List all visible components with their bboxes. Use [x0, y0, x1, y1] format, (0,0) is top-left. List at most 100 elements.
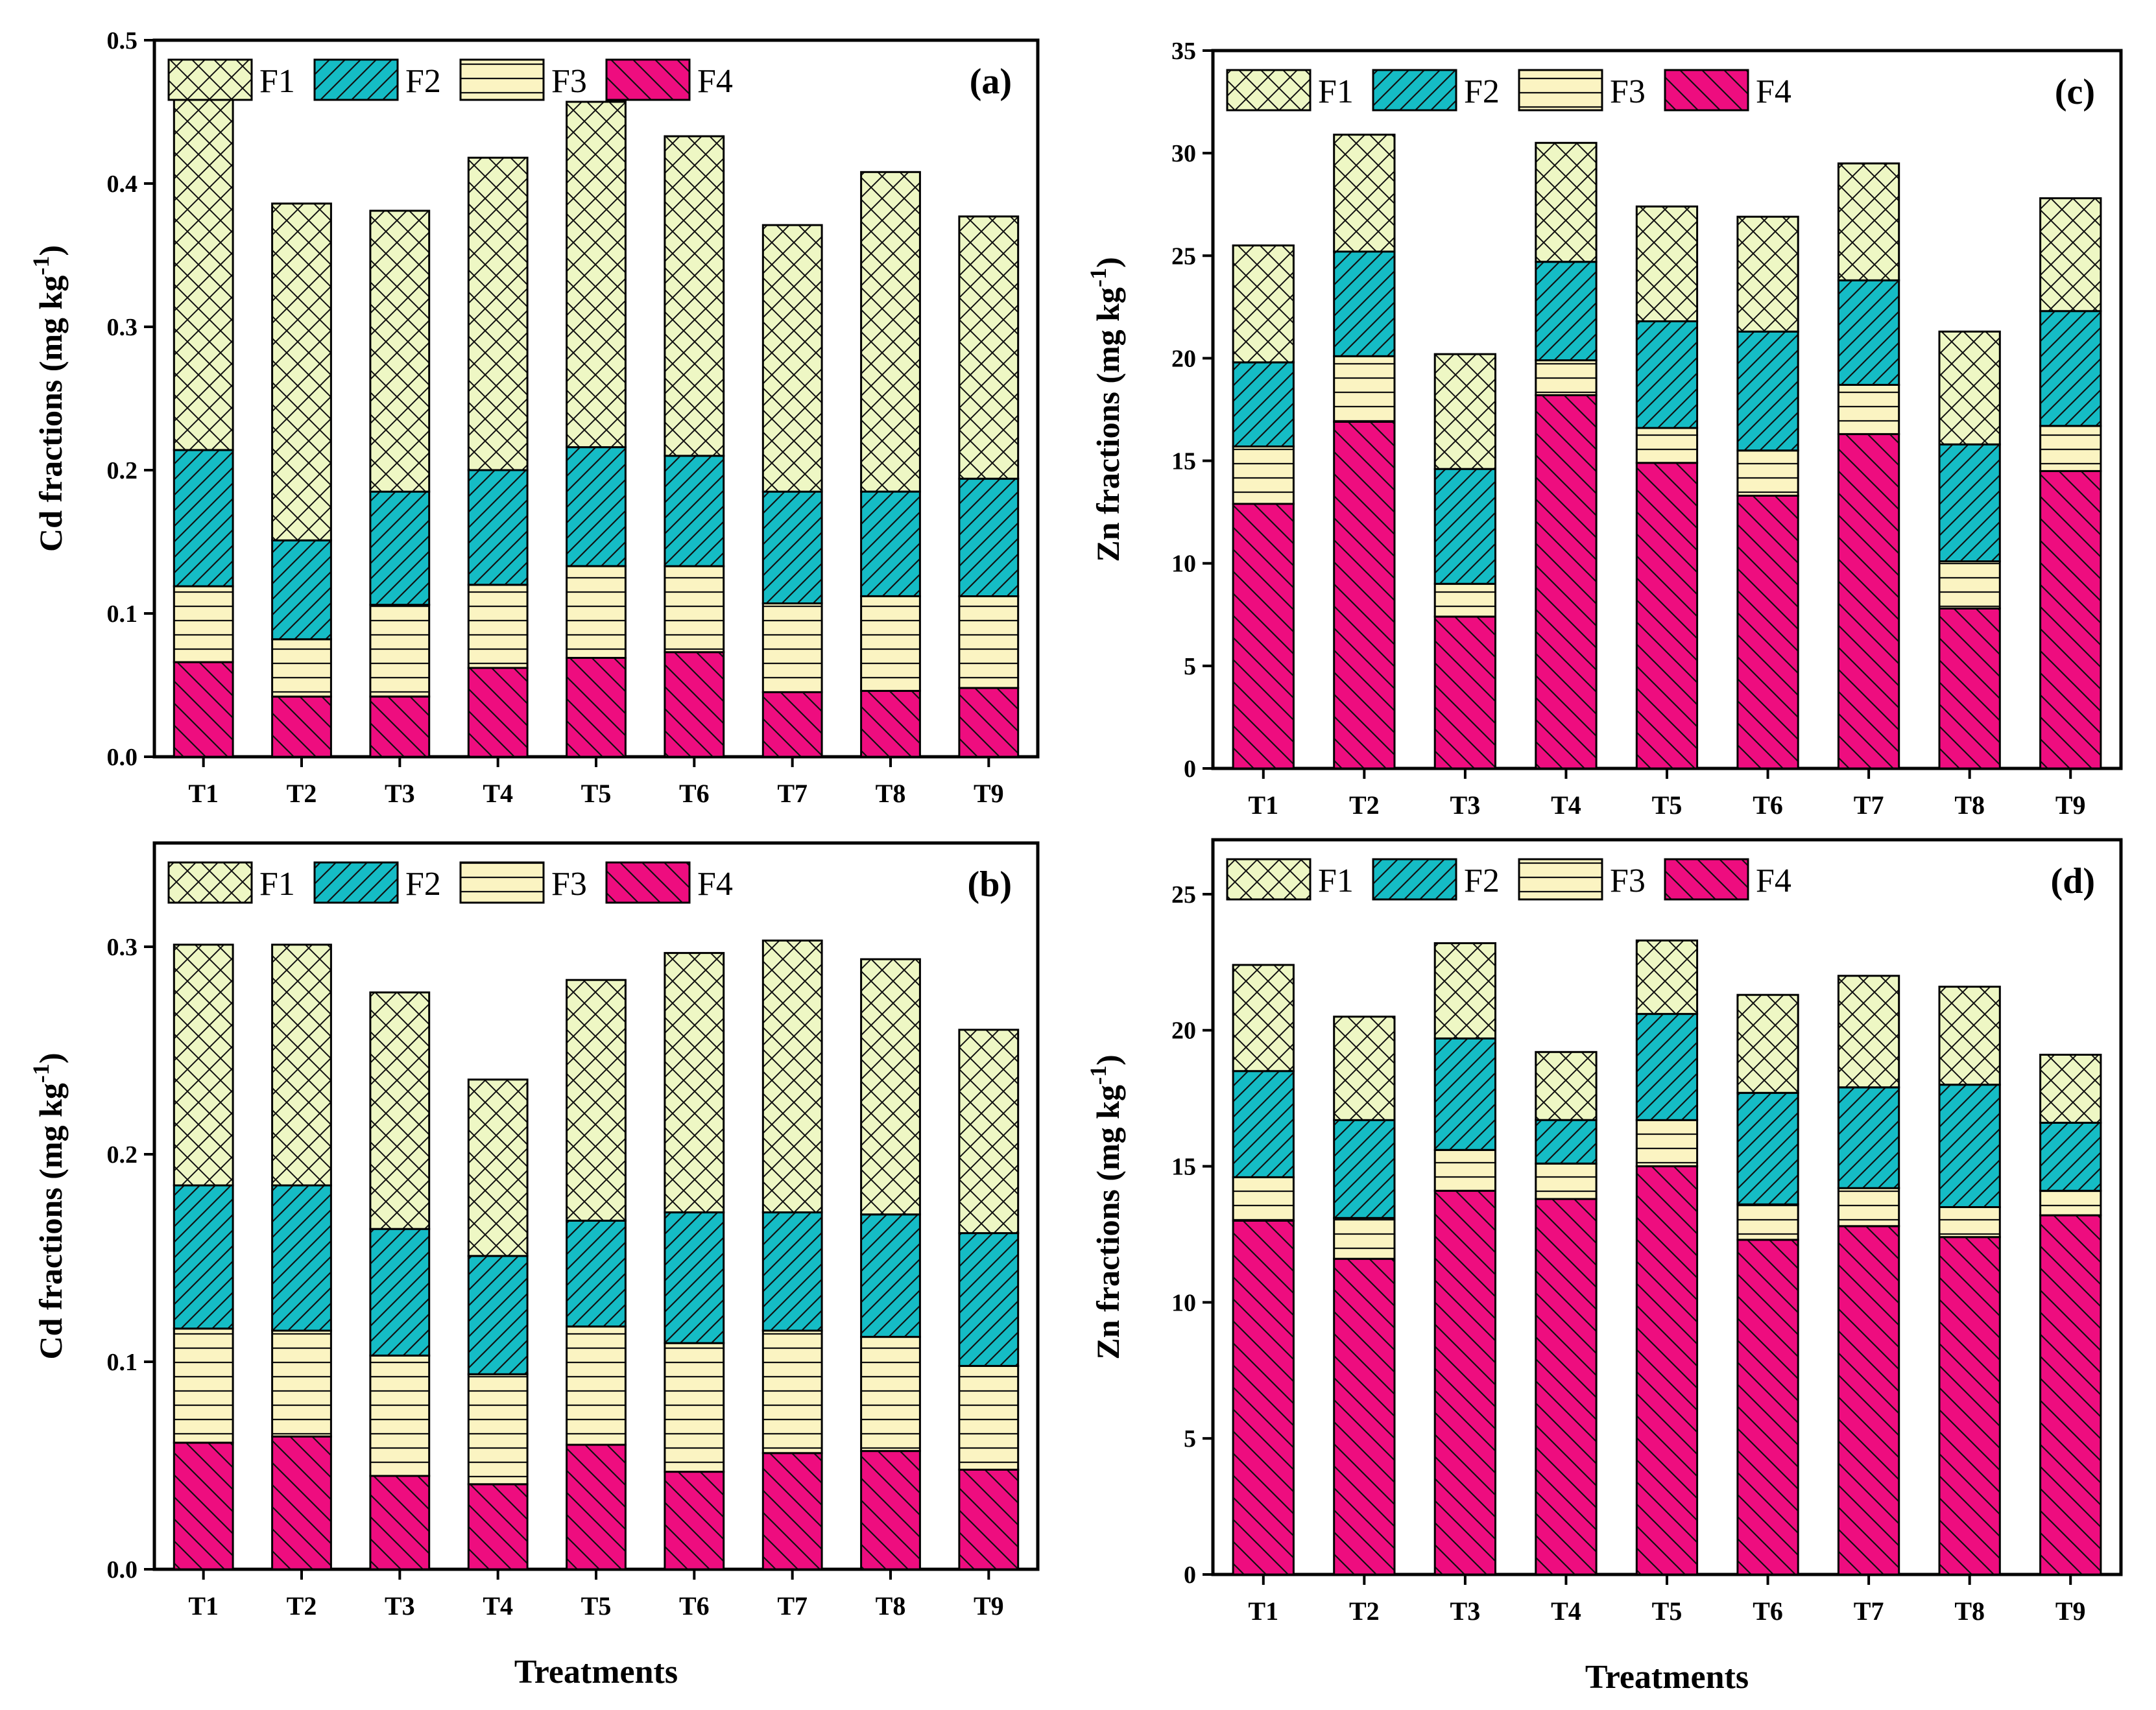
bar-T9-F2 [2039, 1121, 2102, 1192]
bar-T5-F4 [1635, 462, 1699, 770]
bar-T3-F3 [1433, 1148, 1496, 1192]
bar-T7-F3 [761, 602, 823, 693]
bar-T7-F4 [761, 691, 823, 758]
panel-d: T1 T2 T3 T4 T5 T6 T7 T8 T9 0 5 10 15 20 25 Zn fractions… [1085, 838, 2123, 1696]
legend-label-F2: F2 [405, 63, 441, 100]
panel-tag: (b) [968, 864, 1012, 905]
y-tick-label: 0.2 [107, 457, 138, 484]
bar-T1-F2 [1232, 1070, 1295, 1178]
bar-T7-F3 [1837, 1187, 1900, 1228]
y-tick-label: 10 [1171, 551, 1196, 578]
x-tick-label: T8 [1954, 790, 1985, 820]
legend-swatch-F1 [167, 58, 253, 101]
x-tick-label: T1 [188, 779, 219, 808]
bar-T5-F2 [566, 1219, 627, 1328]
bar-T3-F4 [369, 695, 431, 758]
bar-T2-F2 [1333, 1119, 1396, 1219]
bar-T7-F1 [1837, 975, 1900, 1089]
legend-swatch-F1 [167, 861, 253, 904]
legend-label-F3: F3 [551, 63, 587, 100]
bar-T3-F2 [369, 490, 431, 606]
bar-T8-F3 [860, 1336, 921, 1453]
x-tick-label: T4 [483, 779, 513, 808]
bar-T6-F1 [664, 952, 725, 1214]
bar-T6-F3 [1736, 1203, 1799, 1241]
bar-T5-F1 [1635, 205, 1699, 322]
bar-T6-F4 [664, 651, 725, 758]
bar-T8-F4 [860, 689, 921, 758]
legend-label-F4: F4 [697, 866, 733, 903]
panel-c: T1 T2 T3 T4 T5 T6 T7 T8 T9 0 5 10 15 20 25 30 35 Zn fract… [1085, 38, 2123, 820]
legend-label-F3: F3 [1610, 73, 1646, 110]
legend-swatch-F2 [1372, 69, 1457, 112]
y-tick-label: 20 [1171, 345, 1196, 372]
bar-T9-F3 [2039, 425, 2102, 472]
x-tick-label: T7 [777, 779, 808, 808]
x-tick-label: T5 [581, 779, 612, 808]
bar-T9-F4 [958, 1468, 1020, 1571]
x-tick-label: T4 [1551, 790, 1581, 820]
y-tick-label: 5 [1184, 653, 1196, 680]
bar-T5-F3 [566, 565, 627, 659]
x-tick-label: T8 [876, 1591, 906, 1621]
bar-T4-F4 [1535, 1198, 1598, 1576]
bar-T7-F3 [761, 1329, 823, 1455]
bar-T8-F2 [860, 1213, 921, 1338]
y-tick-label: 0.2 [107, 1141, 138, 1169]
bar-T1-F4 [1232, 503, 1295, 770]
legend-label-F3: F3 [1610, 862, 1646, 899]
x-tick-label: T5 [1652, 790, 1683, 820]
bar-T8-F2 [860, 490, 921, 597]
bar-T5-F3 [566, 1325, 627, 1446]
bar-T9-F2 [958, 477, 1020, 597]
bar-T3-F2 [369, 1228, 431, 1357]
bar-T6-F4 [1736, 494, 1799, 770]
bar-T2-F2 [1333, 250, 1396, 357]
x-tick-label: T5 [581, 1591, 612, 1621]
x-tick-label: T1 [188, 1591, 219, 1621]
y-tick-label: 25 [1171, 243, 1196, 270]
panel-b: T1 T2 T3 T4 T5 T6 T7 T8 T9 0.0 0.1 0.2 0.3 Cd fractio… [28, 841, 1040, 1691]
y-tick-label: 0 [1184, 755, 1196, 783]
legend-swatch-F2 [313, 58, 399, 101]
bar-T1-F4 [173, 661, 234, 758]
bar-T6-F2 [664, 455, 725, 567]
bar-T4-F3 [467, 584, 529, 669]
legend-label-F4: F4 [1756, 862, 1791, 899]
bar-T5-F3 [1635, 1119, 1699, 1167]
legend-swatch-F1 [1226, 69, 1312, 112]
bar-T4-F3 [467, 1373, 529, 1486]
bar-T2-F1 [271, 944, 332, 1187]
y-axis-label: Cd fractions (mg kg-1) [28, 245, 69, 552]
bar-T6-F2 [664, 1211, 725, 1344]
x-tick-label: T7 [1854, 1597, 1884, 1626]
x-tick-label: T6 [1753, 1597, 1783, 1626]
bar-T8-F2 [1938, 1084, 2001, 1208]
bar-T8-F1 [1938, 330, 2001, 445]
bar-T6-F4 [1736, 1239, 1799, 1576]
bar-T2-F2 [271, 1184, 332, 1332]
bar-T3-F4 [369, 1475, 431, 1571]
bar-T7-F2 [761, 490, 823, 604]
panel-a: T1 T2 T3 T4 T5 T6 T7 T8 T9 0.0 0.1 0.2 0.3 0.4 0.5 Cd f… [28, 27, 1040, 808]
x-tick-label: T6 [679, 779, 710, 808]
legend-swatch-F4 [1664, 69, 1749, 112]
bar-T3-F3 [369, 1354, 431, 1477]
bar-T9-F1 [958, 215, 1020, 480]
bar-T1-F3 [1232, 1176, 1295, 1222]
bar-T2-F4 [1333, 1257, 1396, 1576]
x-tick-label: T2 [287, 779, 317, 808]
bar-T9-F4 [2039, 1214, 2102, 1576]
bar-T8-F3 [860, 595, 921, 692]
bar-T7-F1 [1837, 162, 1900, 281]
bar-T3-F2 [1433, 1037, 1496, 1151]
y-tick-label: 0.0 [107, 744, 138, 771]
bar-T7-F4 [761, 1452, 823, 1571]
bar-T5-F1 [566, 979, 627, 1222]
bar-T2-F1 [1333, 134, 1396, 253]
bar-T8-F3 [1938, 1206, 2001, 1239]
bar-T7-F3 [1837, 384, 1900, 435]
bar-T1-F4 [1232, 1220, 1295, 1576]
bar-T9-F3 [958, 595, 1020, 689]
bar-T9-F4 [2039, 469, 2102, 770]
